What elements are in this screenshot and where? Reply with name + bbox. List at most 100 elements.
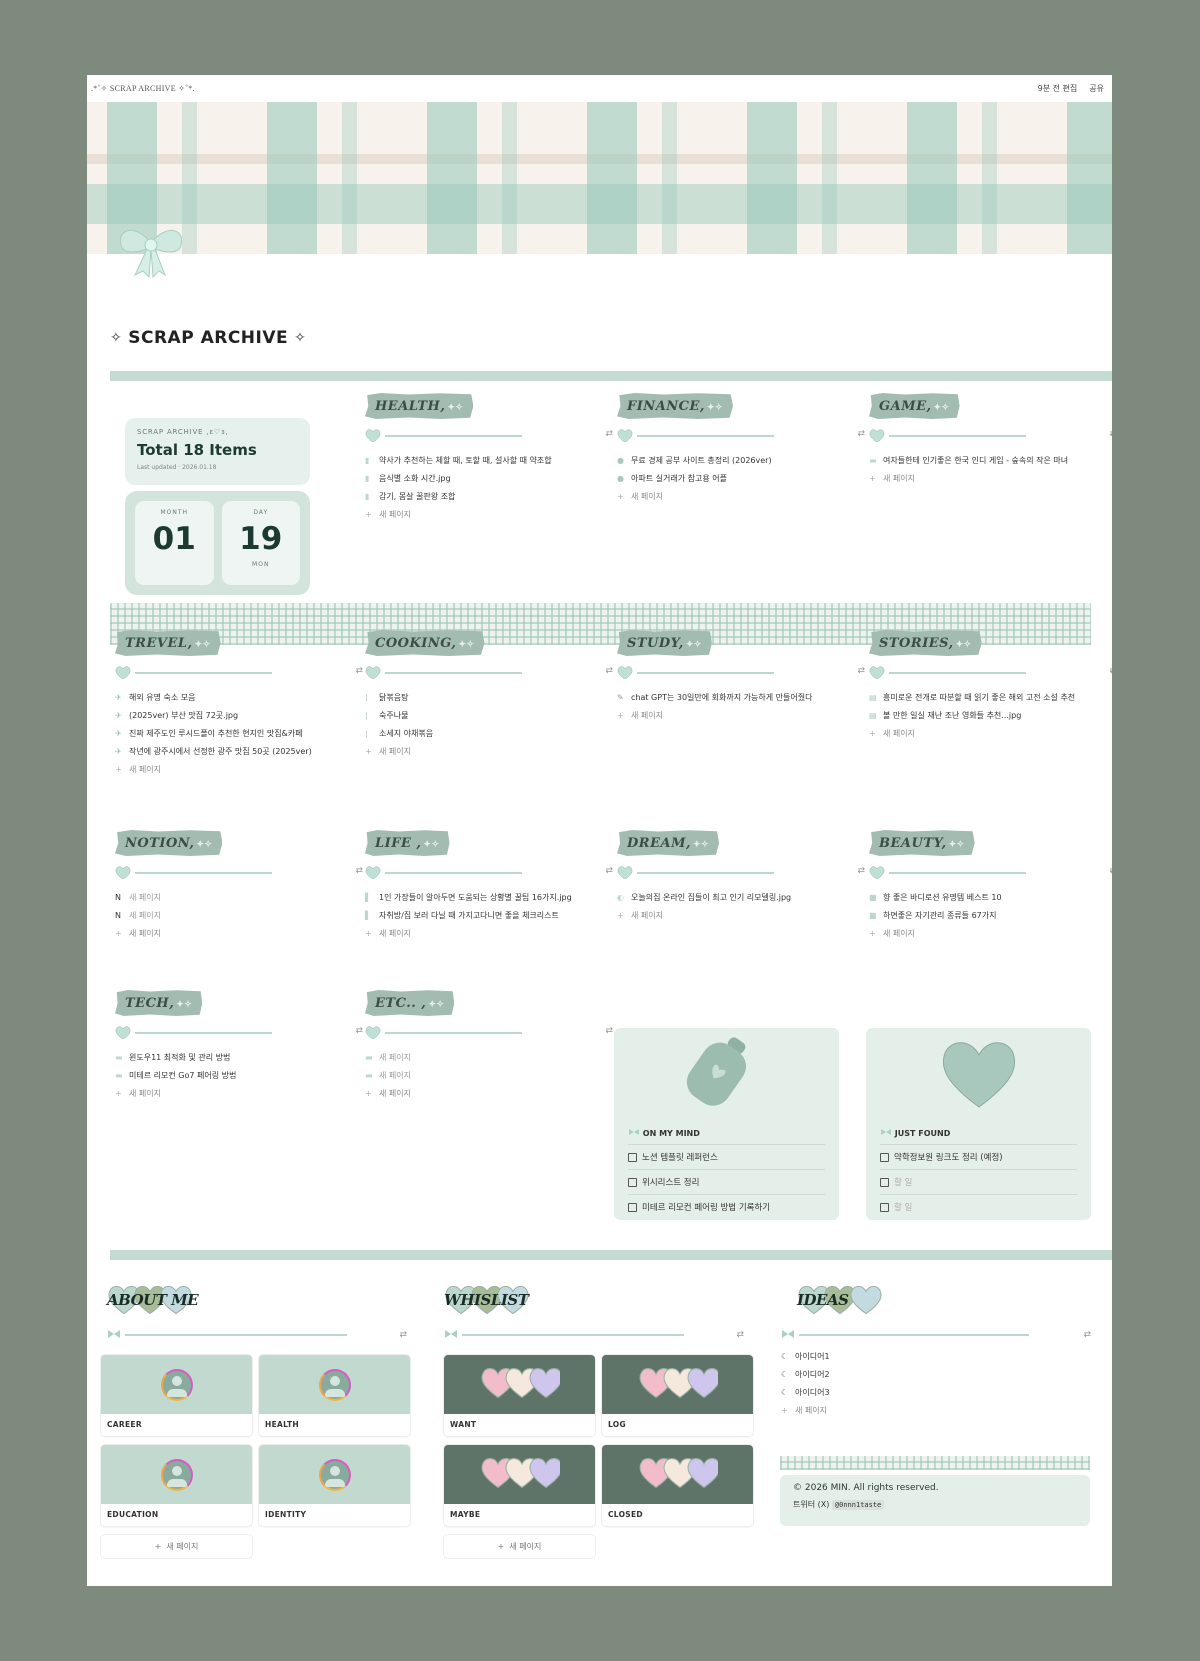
new-page-button[interactable]: + 새 페이지 bbox=[115, 1084, 365, 1102]
new-page-button[interactable]: + 새 페이지 bbox=[365, 1084, 615, 1102]
sort-icon[interactable]: ⇄ bbox=[857, 866, 865, 876]
new-page-button[interactable]: + 새 페이지 bbox=[869, 469, 1112, 487]
list-item[interactable]: ▮ 약사가 추천하는 체할 때, 토할 때, 설사할 때 약조합 bbox=[365, 451, 615, 469]
category-tag[interactable]: GAME, ✦✧ bbox=[869, 393, 960, 419]
sort-icon[interactable]: ⇄ bbox=[736, 1330, 744, 1340]
list-item[interactable]: ¦ 숙주나물 bbox=[365, 706, 615, 724]
category-tag[interactable]: ETC.. , ✦✧ bbox=[365, 990, 455, 1016]
category-tag[interactable]: FINANCE, ✦✧ bbox=[617, 393, 734, 419]
category-tag[interactable]: TECH, ✦✧ bbox=[115, 990, 203, 1016]
list-item[interactable]: ▌ 1인 가장들이 알아두면 도움되는 상황별 꿀팁 16가지.jpg bbox=[365, 888, 615, 906]
list-item[interactable]: ☾ 아이디어3 bbox=[781, 1383, 1091, 1401]
gallery-card-closed[interactable]: CLOSED bbox=[602, 1445, 753, 1526]
list-item[interactable]: ● 무료 경제 공부 사이트 총정리 (2026ver) bbox=[617, 451, 867, 469]
gallery-card-education[interactable]: EDUCATION bbox=[101, 1445, 252, 1526]
list-item[interactable]: ■ 하면좋은 자기관리 종류들 67가지 bbox=[869, 906, 1112, 924]
checkbox[interactable] bbox=[628, 1152, 637, 1162]
list-item[interactable]: ● 아파트 실거래가 참고용 어플 bbox=[617, 469, 867, 487]
list-item[interactable]: ¦ 닭볶음탕 bbox=[365, 688, 615, 706]
sort-icon[interactable]: ⇄ bbox=[1083, 1330, 1091, 1340]
sort-icon[interactable]: ⇄ bbox=[605, 866, 613, 876]
category-tag[interactable]: STORIES, ✦✧ bbox=[869, 630, 982, 656]
category-tag[interactable]: COOKING, ✦✧ bbox=[365, 630, 485, 656]
new-page-button[interactable]: + 새 페이지 bbox=[115, 924, 365, 942]
gallery-card-maybe[interactable]: MAYBE bbox=[444, 1445, 595, 1526]
gallery-card-health[interactable]: HEALTH bbox=[259, 1355, 410, 1436]
gallery-card-identity[interactable]: IDENTITY bbox=[259, 1445, 410, 1526]
sort-icon[interactable]: ⇄ bbox=[605, 666, 613, 676]
category-tag[interactable]: TREVEL, ✦✧ bbox=[115, 630, 221, 656]
list-item[interactable]: ▬ 여자들한테 인기좋은 한국 인디 게임 - 숲속의 작은 마녀 bbox=[869, 451, 1112, 469]
list-item[interactable]: ▬ 윈도우11 최적화 및 관리 방법 bbox=[115, 1048, 365, 1066]
new-page-button[interactable]: + 새 페이지 bbox=[617, 487, 867, 505]
list-item[interactable]: ¦ 소세지 야채볶음 bbox=[365, 724, 615, 742]
new-page-button[interactable]: + 새 페이지 bbox=[115, 760, 365, 778]
gallery-card-want[interactable]: WANT bbox=[444, 1355, 595, 1436]
list-item[interactable]: ✈ (2025ver) 부산 맛집 72곳.jpg bbox=[115, 706, 365, 724]
sort-icon[interactable]: ⇄ bbox=[605, 429, 613, 439]
list-item[interactable]: ▮ 음식별 소화 시간.jpg bbox=[365, 469, 615, 487]
new-page-button[interactable]: + 새 페이지 bbox=[617, 906, 867, 924]
sort-icon[interactable]: ⇄ bbox=[355, 866, 363, 876]
todo-item[interactable]: 노션 템플릿 레퍼런스 bbox=[628, 1145, 825, 1170]
breadcrumb[interactable]: .*˚✧ SCRAP ARCHIVE ✧˚*. bbox=[91, 84, 195, 93]
sort-icon[interactable]: ⇄ bbox=[857, 666, 865, 676]
sort-icon[interactable]: ⇄ bbox=[1109, 866, 1112, 876]
list-item[interactable]: ✎ chat GPT는 30일만에 회화까지 가능하게 만들어줬다 bbox=[617, 688, 867, 706]
new-page-button[interactable]: + 새 페이지 bbox=[869, 724, 1112, 742]
about-new-page-button[interactable]: + 새 페이지 bbox=[101, 1535, 252, 1558]
sort-icon[interactable]: ⇄ bbox=[857, 429, 865, 439]
checkbox[interactable] bbox=[880, 1152, 889, 1162]
todo-item[interactable]: 미테르 리모컨 페어링 방법 기록하기 bbox=[628, 1195, 825, 1219]
sort-icon[interactable]: ⇄ bbox=[355, 666, 363, 676]
category-tag[interactable]: LIFE , ✦✧ bbox=[365, 830, 450, 856]
todo-item[interactable]: 약학정보원 링크도 정리 (예정) bbox=[880, 1145, 1077, 1170]
list-item[interactable]: N 새 페이지 bbox=[115, 906, 365, 924]
new-page-button[interactable]: + 새 페이지 bbox=[365, 742, 615, 760]
todo-item[interactable]: 할 일 bbox=[880, 1170, 1077, 1195]
todo-item[interactable]: 할 일 bbox=[880, 1195, 1077, 1219]
category-tag[interactable]: NOTION, ✦✧ bbox=[115, 830, 223, 856]
new-page-button[interactable]: + 새 페이지 bbox=[365, 505, 615, 523]
list-item[interactable]: ☾ 아이디어1 bbox=[781, 1347, 1091, 1365]
checkbox[interactable] bbox=[880, 1177, 889, 1187]
category-tag[interactable]: DREAM, ✦✧ bbox=[617, 830, 720, 856]
gallery-card-log[interactable]: LOG bbox=[602, 1355, 753, 1436]
list-item[interactable]: ▬ 새 페이지 bbox=[365, 1066, 615, 1084]
todo-item[interactable]: 위시리스트 정리 bbox=[628, 1170, 825, 1195]
checkbox[interactable] bbox=[628, 1202, 637, 1212]
list-item[interactable]: N 새 페이지 bbox=[115, 888, 365, 906]
sort-icon[interactable]: ⇄ bbox=[1109, 666, 1112, 676]
list-item[interactable]: ▬ 새 페이지 bbox=[365, 1048, 615, 1066]
sort-icon[interactable]: ⇄ bbox=[1109, 429, 1112, 439]
twitter-handle[interactable]: @0nnn1taste bbox=[831, 1500, 885, 1510]
list-item[interactable]: ✈ 작년에 광주시에서 선정한 광주 맛집 50곳 (2025ver) bbox=[115, 742, 365, 760]
gallery-card-career[interactable]: CAREER bbox=[101, 1355, 252, 1436]
list-item[interactable]: ▤ 볼 만한 일실 재난 조난 영화들 추천...jpg bbox=[869, 706, 1112, 724]
list-item[interactable]: ▤ 흥미로운 전개로 따분할 때 읽기 좋은 해외 고전 소설 추천 bbox=[869, 688, 1112, 706]
checkbox[interactable] bbox=[628, 1177, 637, 1187]
sparkle-icon: ✦✧ bbox=[706, 403, 724, 413]
category-tag[interactable]: STUDY, ✦✧ bbox=[617, 630, 712, 656]
sort-icon[interactable]: ⇄ bbox=[399, 1330, 407, 1340]
category-tag[interactable]: BEAUTY, ✦✧ bbox=[869, 830, 975, 856]
list-item[interactable]: ☾ 아이디어2 bbox=[781, 1365, 1091, 1383]
sort-icon[interactable]: ⇄ bbox=[355, 1026, 363, 1036]
new-page-button[interactable]: + 새 페이지 bbox=[781, 1401, 1091, 1419]
wishlist-new-page-button[interactable]: + 새 페이지 bbox=[444, 1535, 595, 1558]
list-item[interactable]: ▌ 자취방/집 보러 다닐 때 가지고다니면 좋을 체크리스트 bbox=[365, 906, 615, 924]
list-item[interactable]: ▮ 감기, 몸살 꿀판왕 조합 bbox=[365, 487, 615, 505]
sort-icon[interactable]: ⇄ bbox=[605, 1026, 613, 1036]
list-item[interactable]: ■ 향 좋은 바디로션 유명템 베스트 10 bbox=[869, 888, 1112, 906]
list-item[interactable]: ◐ 오늘의집 온라인 집들이 최고 인기 리모델링.jpg bbox=[617, 888, 867, 906]
list-item[interactable]: ✈ 해외 유명 숙소 모음 bbox=[115, 688, 365, 706]
new-page-button[interactable]: + 새 페이지 bbox=[617, 706, 867, 724]
new-page-button[interactable]: + 새 페이지 bbox=[869, 924, 1112, 942]
category-tag[interactable]: HEALTH, ✦✧ bbox=[365, 393, 474, 419]
share-button[interactable]: 공유 bbox=[1089, 84, 1104, 93]
category-title: NOTION, bbox=[125, 836, 195, 851]
list-item[interactable]: ▬ 미테르 리모컨 Go7 페어링 방법 bbox=[115, 1066, 365, 1084]
list-item[interactable]: ✈ 진짜 제주도인 루시드폴이 추천한 현지인 맛집&카페 bbox=[115, 724, 365, 742]
checkbox[interactable] bbox=[880, 1202, 889, 1212]
new-page-button[interactable]: + 새 페이지 bbox=[365, 924, 615, 942]
